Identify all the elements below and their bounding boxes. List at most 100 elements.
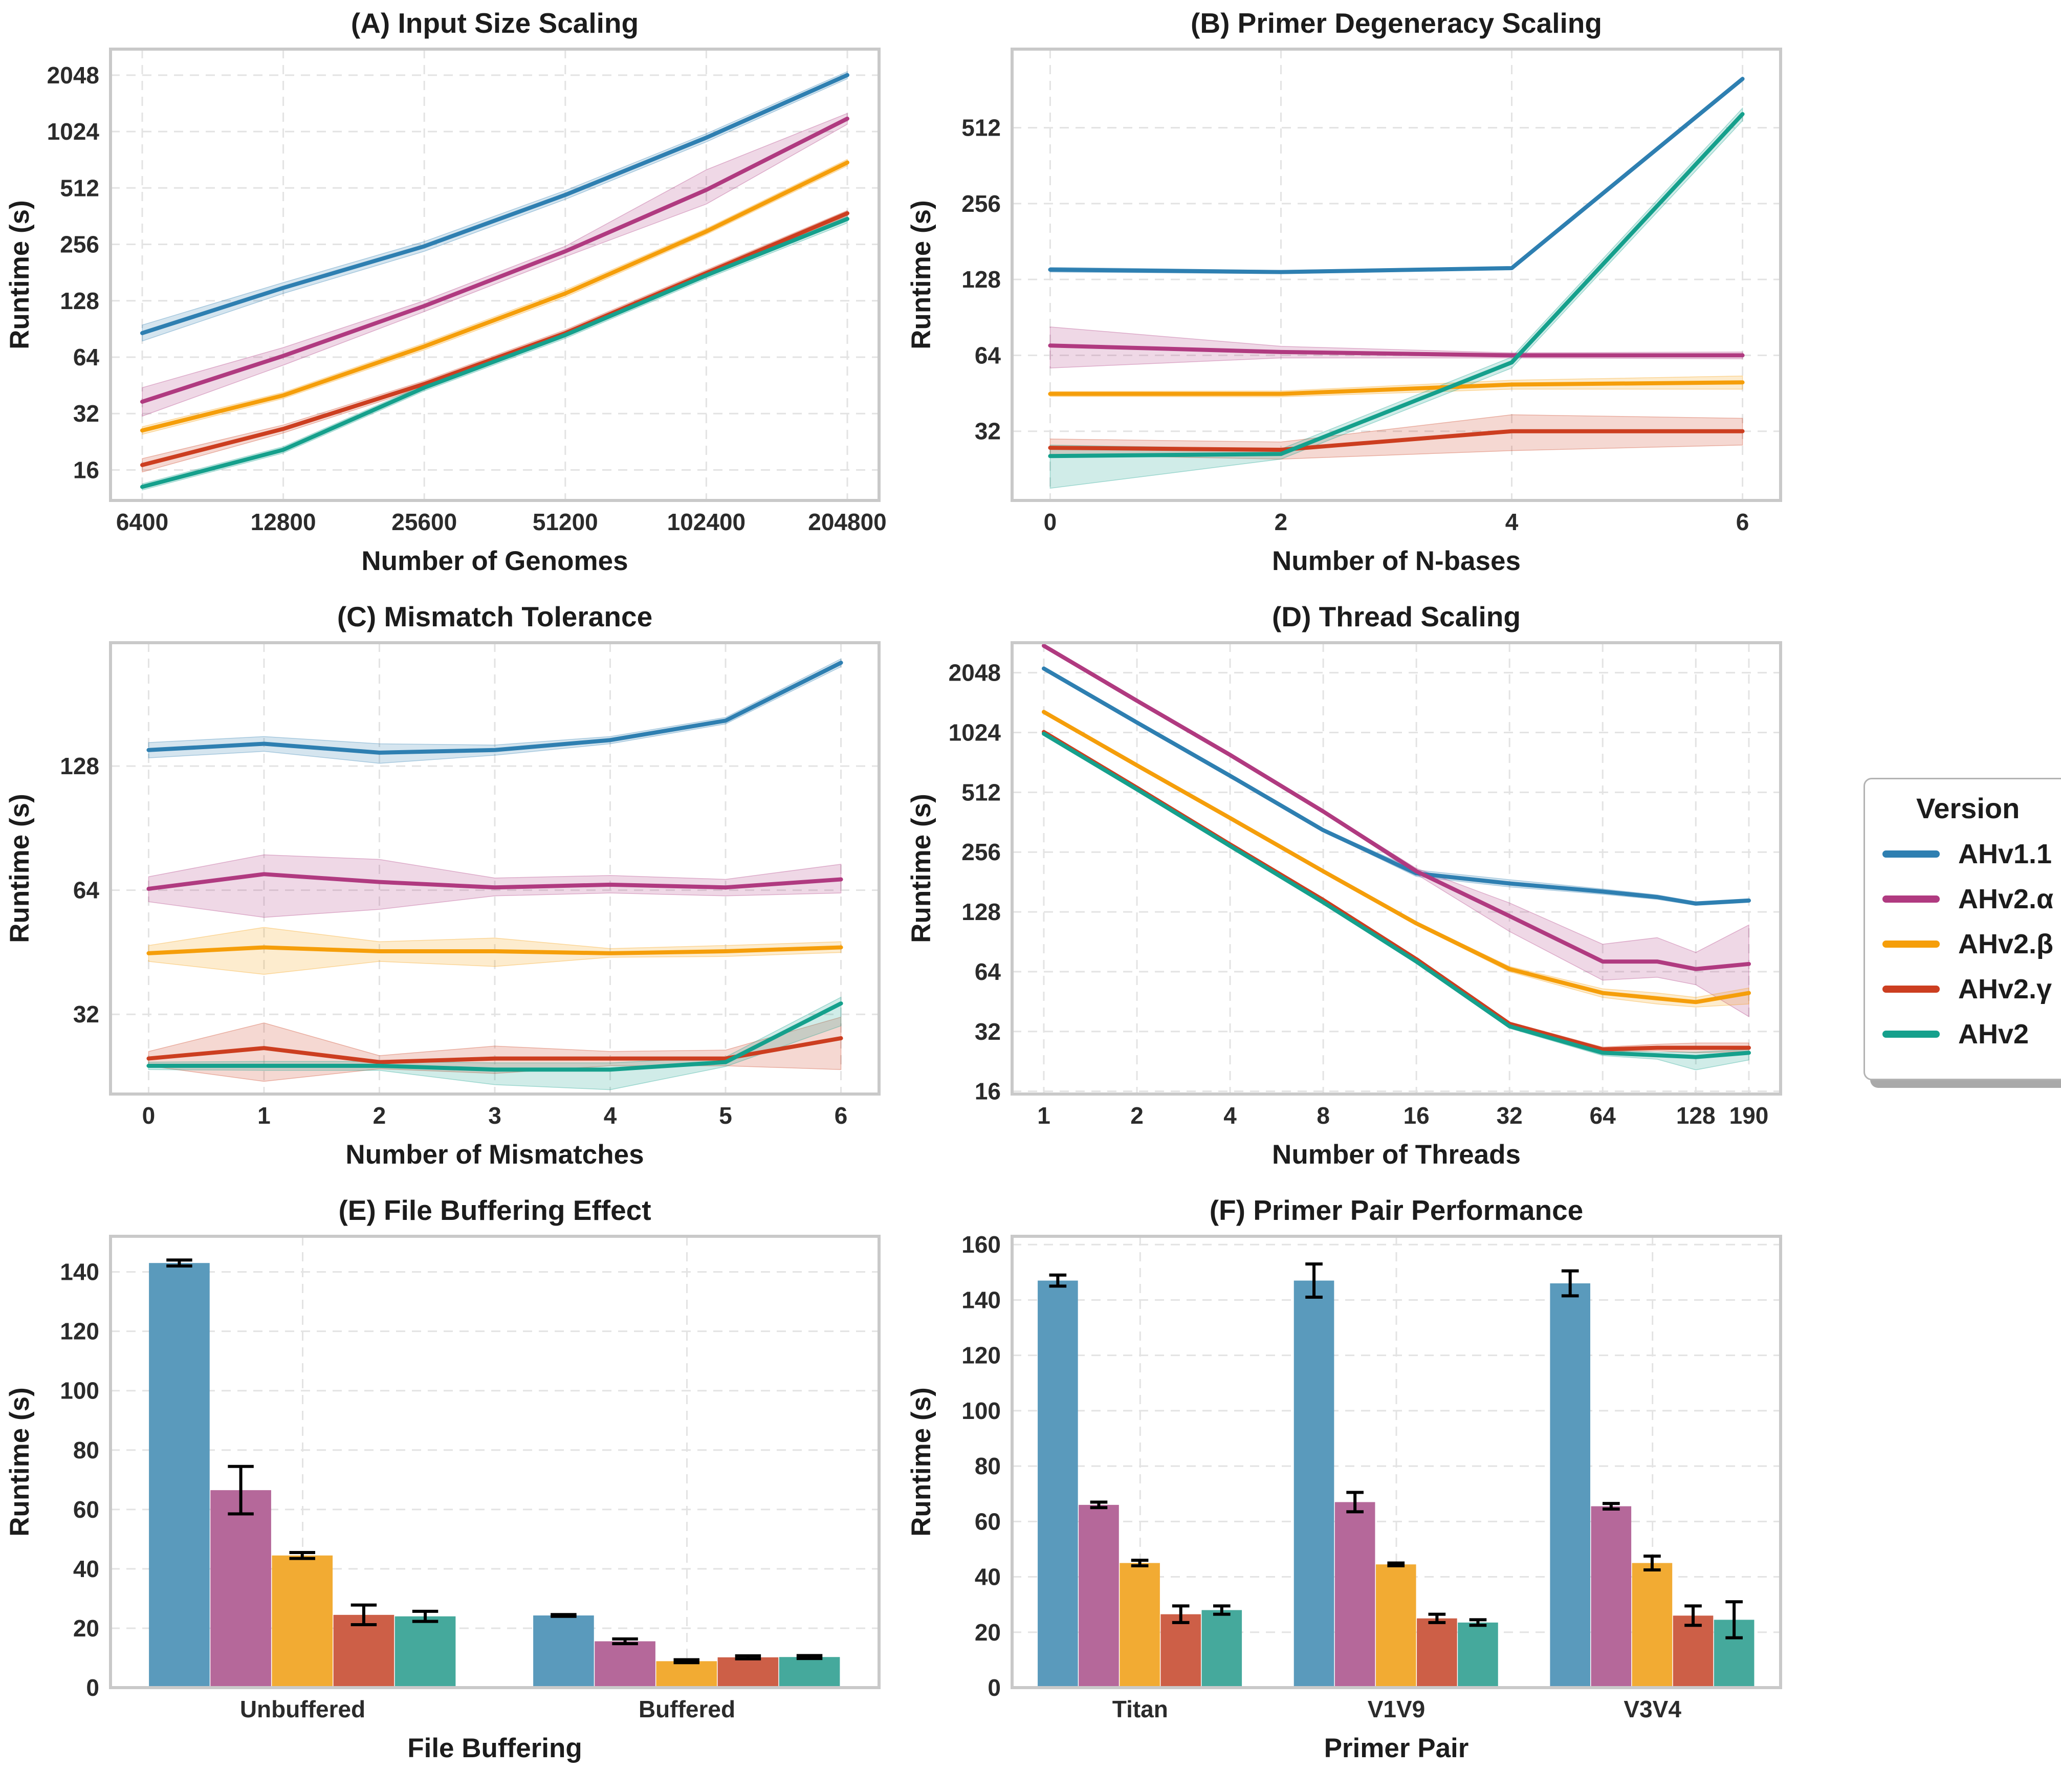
legend-item: AHv1.1	[1882, 838, 2053, 870]
legend-item: AHv2.γ	[1882, 973, 2053, 1005]
svg-text:1: 1	[257, 1102, 271, 1129]
svg-text:(F) Primer Pair Performance: (F) Primer Pair Performance	[1210, 1194, 1584, 1226]
legend-item-label: AHv2.β	[1958, 929, 2054, 959]
svg-text:100: 100	[60, 1378, 99, 1404]
chart-b-primer-degeneracy-scaling: (B) Primer Degeneracy Scaling 0 2 4 6 32 64 128…	[906, 7, 1782, 576]
svg-text:Number of Threads: Number of Threads	[1272, 1140, 1521, 1170]
svg-text:8: 8	[1317, 1102, 1330, 1129]
svg-text:128: 128	[60, 753, 99, 779]
chart-d-thread-scaling: (D) Thread Scaling 1 2 4 8 16 32 64 128 190 16 32 64…	[906, 601, 1782, 1170]
svg-text:128: 128	[961, 899, 1001, 925]
svg-text:80: 80	[975, 1453, 1001, 1479]
svg-text:16: 16	[73, 456, 99, 483]
svg-text:(A) Input Size Scaling: (A) Input Size Scaling	[351, 7, 639, 39]
svg-text:Runtime (s): Runtime (s)	[906, 794, 936, 943]
svg-text:100: 100	[961, 1397, 1001, 1424]
panel-a-input-size-scaling: (A) Input Size Scaling 6400 12800 25600 5120…	[2, 3, 904, 597]
svg-text:Runtime (s): Runtime (s)	[5, 200, 35, 349]
svg-text:16: 16	[1404, 1102, 1430, 1129]
svg-text:2048: 2048	[47, 62, 99, 89]
svg-text:0: 0	[86, 1674, 99, 1701]
svg-text:6400: 6400	[116, 509, 168, 535]
svg-text:40: 40	[73, 1556, 99, 1582]
svg-text:V1V9: V1V9	[1368, 1696, 1426, 1722]
svg-text:6: 6	[835, 1102, 848, 1129]
svg-text:Number of N-bases: Number of N-bases	[1272, 546, 1521, 576]
svg-text:16: 16	[975, 1078, 1001, 1105]
svg-text:2: 2	[1275, 509, 1288, 535]
svg-text:20: 20	[73, 1615, 99, 1642]
svg-text:32: 32	[1497, 1102, 1523, 1129]
svg-text:32: 32	[73, 1001, 99, 1028]
svg-text:204800: 204800	[808, 509, 887, 535]
svg-text:Number of Mismatches: Number of Mismatches	[345, 1140, 644, 1170]
svg-text:64: 64	[73, 877, 100, 904]
svg-text:512: 512	[60, 174, 99, 201]
svg-text:32: 32	[975, 1018, 1001, 1045]
svg-text:32: 32	[73, 400, 99, 427]
svg-text:140: 140	[60, 1259, 99, 1285]
svg-text:80: 80	[73, 1437, 99, 1463]
svg-text:128: 128	[60, 288, 99, 314]
line-swatch-icon	[1882, 850, 1940, 858]
svg-text:256: 256	[961, 190, 1001, 217]
panel-c-mismatch-tolerance: (C) Mismatch Tolerance 0 1 2 3 4 5 6 32 64 128 Numb…	[2, 597, 904, 1190]
legend: Version AHv1.1 AHv2.α AHv2.β AHv2.γ AHv2	[1863, 778, 2061, 1080]
svg-text:64: 64	[1590, 1102, 1616, 1129]
svg-text:60: 60	[975, 1508, 1001, 1535]
svg-text:6: 6	[1736, 509, 1749, 535]
svg-text:1024: 1024	[949, 719, 1001, 746]
panel-grid: (A) Input Size Scaling 6400 12800 25600 5120…	[2, 3, 1805, 1784]
svg-text:2: 2	[1130, 1102, 1144, 1129]
svg-text:140: 140	[961, 1286, 1001, 1313]
svg-text:256: 256	[961, 839, 1001, 865]
svg-text:12800: 12800	[251, 509, 316, 535]
svg-text:Buffered: Buffered	[639, 1696, 735, 1722]
svg-text:102400: 102400	[667, 509, 746, 535]
svg-text:Runtime (s): Runtime (s)	[906, 200, 936, 349]
svg-text:Primer Pair: Primer Pair	[1324, 1733, 1469, 1763]
svg-text:Number of Genomes: Number of Genomes	[361, 546, 628, 576]
svg-text:0: 0	[988, 1674, 1001, 1701]
line-swatch-icon	[1882, 895, 1940, 903]
svg-text:0: 0	[1044, 509, 1057, 535]
svg-text:1024: 1024	[47, 118, 100, 145]
svg-text:Runtime (s): Runtime (s)	[906, 1387, 936, 1537]
svg-text:0: 0	[142, 1102, 156, 1129]
svg-text:32: 32	[975, 418, 1001, 445]
svg-text:120: 120	[60, 1318, 99, 1345]
svg-text:(B) Primer Degeneracy Scaling: (B) Primer Degeneracy Scaling	[1191, 7, 1602, 39]
line-swatch-icon	[1882, 986, 1940, 993]
legend-item: AHv2	[1882, 1018, 2053, 1050]
legend-item: AHv2.β	[1882, 928, 2053, 960]
svg-text:4: 4	[1505, 509, 1519, 535]
chart-c-mismatch-tolerance: (C) Mismatch Tolerance 0 1 2 3 4 5 6 32 64 128 Numb…	[5, 601, 881, 1170]
svg-text:Unbuffered: Unbuffered	[240, 1696, 365, 1722]
svg-text:64: 64	[975, 958, 1001, 985]
svg-text:512: 512	[961, 779, 1001, 805]
chart-f-primer-pair-performance: (F) Primer Pair Performance Titan V1V9 V3V4…	[906, 1194, 1782, 1763]
svg-text:3: 3	[488, 1102, 501, 1129]
svg-text:5: 5	[719, 1102, 732, 1129]
svg-text:512: 512	[961, 115, 1001, 141]
svg-text:Runtime (s): Runtime (s)	[5, 794, 35, 943]
svg-text:4: 4	[604, 1102, 617, 1129]
chart-e-file-buffering-effect: (E) File Buffering Effect Unbuffered Buffe…	[5, 1194, 881, 1763]
legend-item-label: AHv1.1	[1958, 839, 2052, 869]
svg-text:Runtime (s): Runtime (s)	[5, 1387, 35, 1537]
legend-item-label: AHv2.γ	[1958, 974, 2052, 1004]
svg-text:(E) File Buffering Effect: (E) File Buffering Effect	[338, 1194, 651, 1226]
svg-text:4: 4	[1223, 1102, 1237, 1129]
panel-f-primer-pair-performance: (F) Primer Pair Performance Titan V1V9 V3V4…	[904, 1190, 1805, 1784]
svg-text:160: 160	[961, 1231, 1001, 1258]
svg-text:190: 190	[1729, 1102, 1769, 1129]
svg-text:(C) Mismatch Tolerance: (C) Mismatch Tolerance	[337, 601, 652, 632]
svg-text:40: 40	[975, 1564, 1001, 1590]
line-swatch-icon	[1882, 941, 1940, 948]
svg-text:2: 2	[373, 1102, 386, 1129]
chart-a-input-size-scaling: (A) Input Size Scaling 6400 12800 25600 5120…	[5, 7, 887, 576]
svg-text:128: 128	[961, 266, 1001, 293]
svg-text:(D) Thread Scaling: (D) Thread Scaling	[1272, 601, 1521, 632]
svg-text:51200: 51200	[533, 509, 598, 535]
svg-text:File Buffering: File Buffering	[407, 1733, 582, 1763]
